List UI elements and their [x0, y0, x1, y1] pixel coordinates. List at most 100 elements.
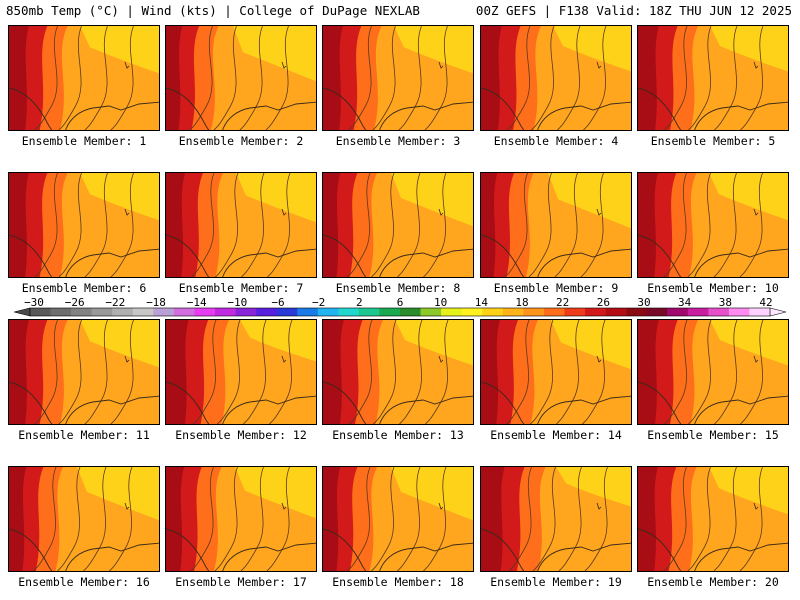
isotherm-line	[424, 320, 449, 424]
isotherm-line	[663, 320, 688, 424]
warm-yellow-zone	[395, 320, 473, 366]
warm-yellow-zone	[553, 26, 631, 72]
lake-outline	[753, 355, 759, 363]
colorbar-tick-label: −10	[227, 296, 247, 309]
colorbar-segment	[626, 308, 647, 316]
coastline	[65, 395, 159, 424]
warm-yellow-zone	[710, 320, 788, 366]
lake-outline	[753, 502, 759, 510]
ensemble-member-map	[8, 25, 160, 131]
colorbar-segment	[112, 308, 134, 316]
lake-outline	[596, 208, 602, 216]
colorbar-segment	[91, 308, 113, 316]
isotherm-line	[713, 173, 737, 277]
colorbar-segment	[420, 308, 442, 316]
isotherm-line	[58, 173, 82, 277]
coastline	[9, 234, 53, 277]
ensemble-member-label: Ensemble Member: 3	[335, 134, 461, 148]
colorbar-segment	[379, 308, 401, 316]
colorbar-segment	[543, 308, 565, 316]
isotherm-line	[713, 467, 737, 571]
isotherm-line	[84, 26, 108, 130]
isotherm-line	[242, 320, 267, 424]
isotherm-line	[530, 26, 555, 130]
ensemble-member-label: Ensemble Member: 15	[647, 428, 779, 442]
ensemble-member-map	[637, 319, 789, 425]
ensemble-member-label: Ensemble Member: 8	[335, 281, 461, 295]
ensemble-member-map	[165, 466, 317, 572]
colorbar-segment	[667, 308, 689, 316]
isotherm-line	[84, 320, 108, 424]
hottest-zone	[9, 173, 29, 277]
isotherm-line	[56, 467, 81, 571]
isotherm-line	[84, 173, 108, 277]
hottest-zone	[323, 173, 341, 277]
coastline	[222, 395, 316, 424]
isotherm-line	[556, 26, 581, 130]
ensemble-member-map	[637, 25, 789, 131]
ensemble-member-map	[637, 172, 789, 278]
colorbar-frame	[29, 307, 771, 317]
colorbar-tick-label: −14	[187, 296, 207, 309]
warm-yellow-zone	[710, 26, 788, 72]
isotherm-line	[398, 320, 423, 424]
warm-yellow-zone	[551, 320, 631, 370]
isotherm-line	[370, 173, 395, 277]
lake-outline	[438, 208, 444, 216]
coastline	[694, 248, 788, 277]
hottest-zone	[166, 320, 189, 424]
coastline	[638, 87, 682, 130]
coastline	[481, 87, 525, 130]
colorbar-segment	[194, 308, 216, 316]
hottest-zone	[323, 320, 344, 424]
colorbar-left-arrow	[13, 307, 31, 317]
coastline	[166, 528, 210, 571]
coastline	[379, 395, 473, 424]
colorbar-tick-label: −2	[312, 296, 325, 309]
isotherm-line	[508, 467, 532, 571]
hottest-zone	[481, 173, 498, 277]
isotherm-line	[713, 320, 738, 424]
lake-outline	[281, 502, 287, 510]
coastline	[323, 234, 367, 277]
colorbar-segment	[215, 308, 236, 316]
ensemble-member-map	[480, 466, 632, 572]
warm-yellow-zone	[548, 173, 631, 229]
isotherm-line	[265, 26, 289, 130]
isotherm-line	[214, 467, 238, 571]
ensemble-member-label: Ensemble Member: 11	[18, 428, 150, 442]
isotherm-line	[189, 26, 213, 130]
coastline	[222, 542, 316, 571]
coastline	[166, 87, 210, 130]
coastline	[9, 528, 53, 571]
coastline	[9, 381, 53, 424]
isotherm-line	[739, 467, 763, 571]
coastline	[65, 248, 159, 277]
colorbar-tick-label: 34	[678, 296, 692, 309]
isotherm-line	[422, 173, 447, 277]
colorbar-tick-label: 22	[556, 296, 569, 309]
isotherm-line	[584, 467, 608, 571]
isotherm-line	[372, 320, 397, 424]
colorbar-tick-label: −6	[271, 296, 284, 309]
ensemble-member-label: Ensemble Member: 5	[650, 134, 776, 148]
ensemble-member-map	[165, 25, 317, 131]
isotherm-line	[266, 173, 291, 277]
ensemble-member-label: Ensemble Member: 12	[175, 428, 307, 442]
isotherm-line	[348, 26, 372, 130]
isotherm-line	[532, 467, 556, 571]
ensemble-member-map	[480, 319, 632, 425]
isotherm-line	[214, 173, 239, 277]
coastline	[65, 542, 159, 571]
ensemble-member-label: Ensemble Member: 10	[647, 281, 779, 295]
coastline	[481, 381, 525, 424]
isotherm-line	[372, 26, 396, 130]
ensemble-member-map	[165, 319, 317, 425]
ensemble-member-label: Ensemble Member: 9	[493, 281, 619, 295]
lake-outline	[753, 61, 759, 69]
isotherm-line	[190, 173, 215, 277]
warm-yellow-zone	[77, 467, 159, 521]
colorbar-segment	[50, 308, 72, 316]
colorbar-tick-label: 6	[397, 296, 404, 309]
colorbar-tick-label: −26	[65, 296, 85, 309]
